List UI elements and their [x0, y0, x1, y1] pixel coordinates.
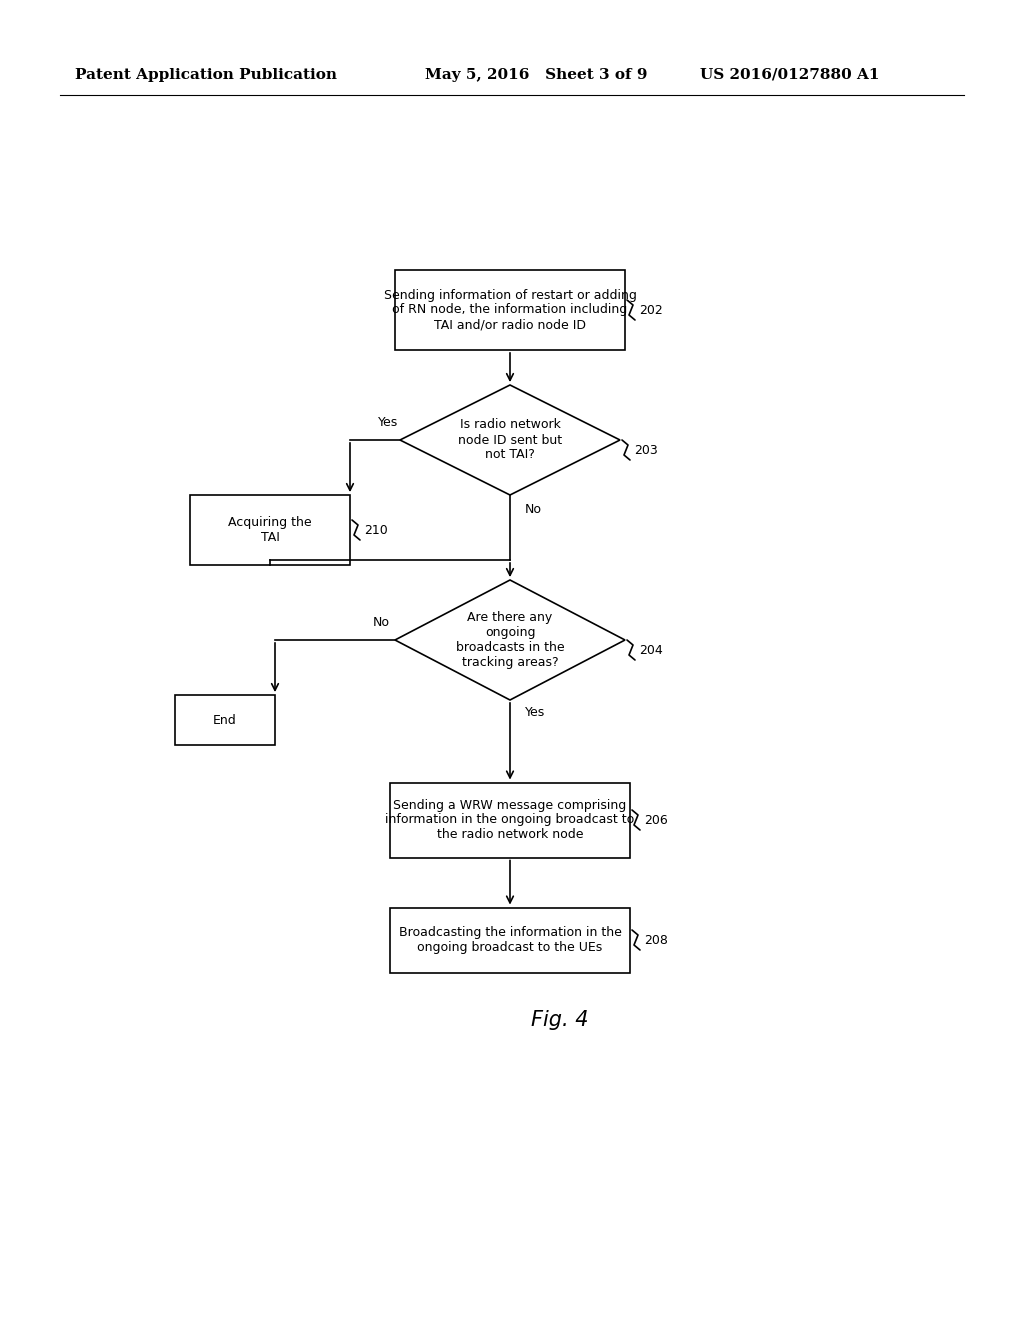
FancyBboxPatch shape: [175, 696, 275, 744]
Text: 210: 210: [364, 524, 388, 536]
Text: 206: 206: [644, 813, 668, 826]
Text: 204: 204: [639, 644, 663, 656]
FancyBboxPatch shape: [190, 495, 350, 565]
Text: Acquiring the
TAI: Acquiring the TAI: [228, 516, 312, 544]
FancyBboxPatch shape: [390, 783, 630, 858]
Text: No: No: [373, 616, 390, 630]
Polygon shape: [395, 579, 625, 700]
Text: May 5, 2016   Sheet 3 of 9: May 5, 2016 Sheet 3 of 9: [425, 69, 647, 82]
Text: Are there any
ongoing
broadcasts in the
tracking areas?: Are there any ongoing broadcasts in the …: [456, 611, 564, 669]
Text: End: End: [213, 714, 237, 726]
Text: Yes: Yes: [378, 416, 398, 429]
Text: 208: 208: [644, 933, 668, 946]
Text: 203: 203: [634, 444, 657, 457]
Text: 202: 202: [639, 304, 663, 317]
Text: No: No: [525, 503, 542, 516]
Text: Patent Application Publication: Patent Application Publication: [75, 69, 337, 82]
Text: Is radio network
node ID sent but
not TAI?: Is radio network node ID sent but not TA…: [458, 418, 562, 462]
Text: Sending information of restart or adding
of RN node, the information including
T: Sending information of restart or adding…: [384, 289, 637, 331]
Polygon shape: [400, 385, 620, 495]
Text: Yes: Yes: [525, 706, 545, 719]
Text: US 2016/0127880 A1: US 2016/0127880 A1: [700, 69, 880, 82]
FancyBboxPatch shape: [390, 908, 630, 973]
Text: Broadcasting the information in the
ongoing broadcast to the UEs: Broadcasting the information in the ongo…: [398, 927, 622, 954]
FancyBboxPatch shape: [395, 271, 625, 350]
Text: Sending a WRW message comprising
information in the ongoing broadcast to
the rad: Sending a WRW message comprising informa…: [385, 799, 635, 842]
Text: Fig. 4: Fig. 4: [531, 1010, 589, 1030]
